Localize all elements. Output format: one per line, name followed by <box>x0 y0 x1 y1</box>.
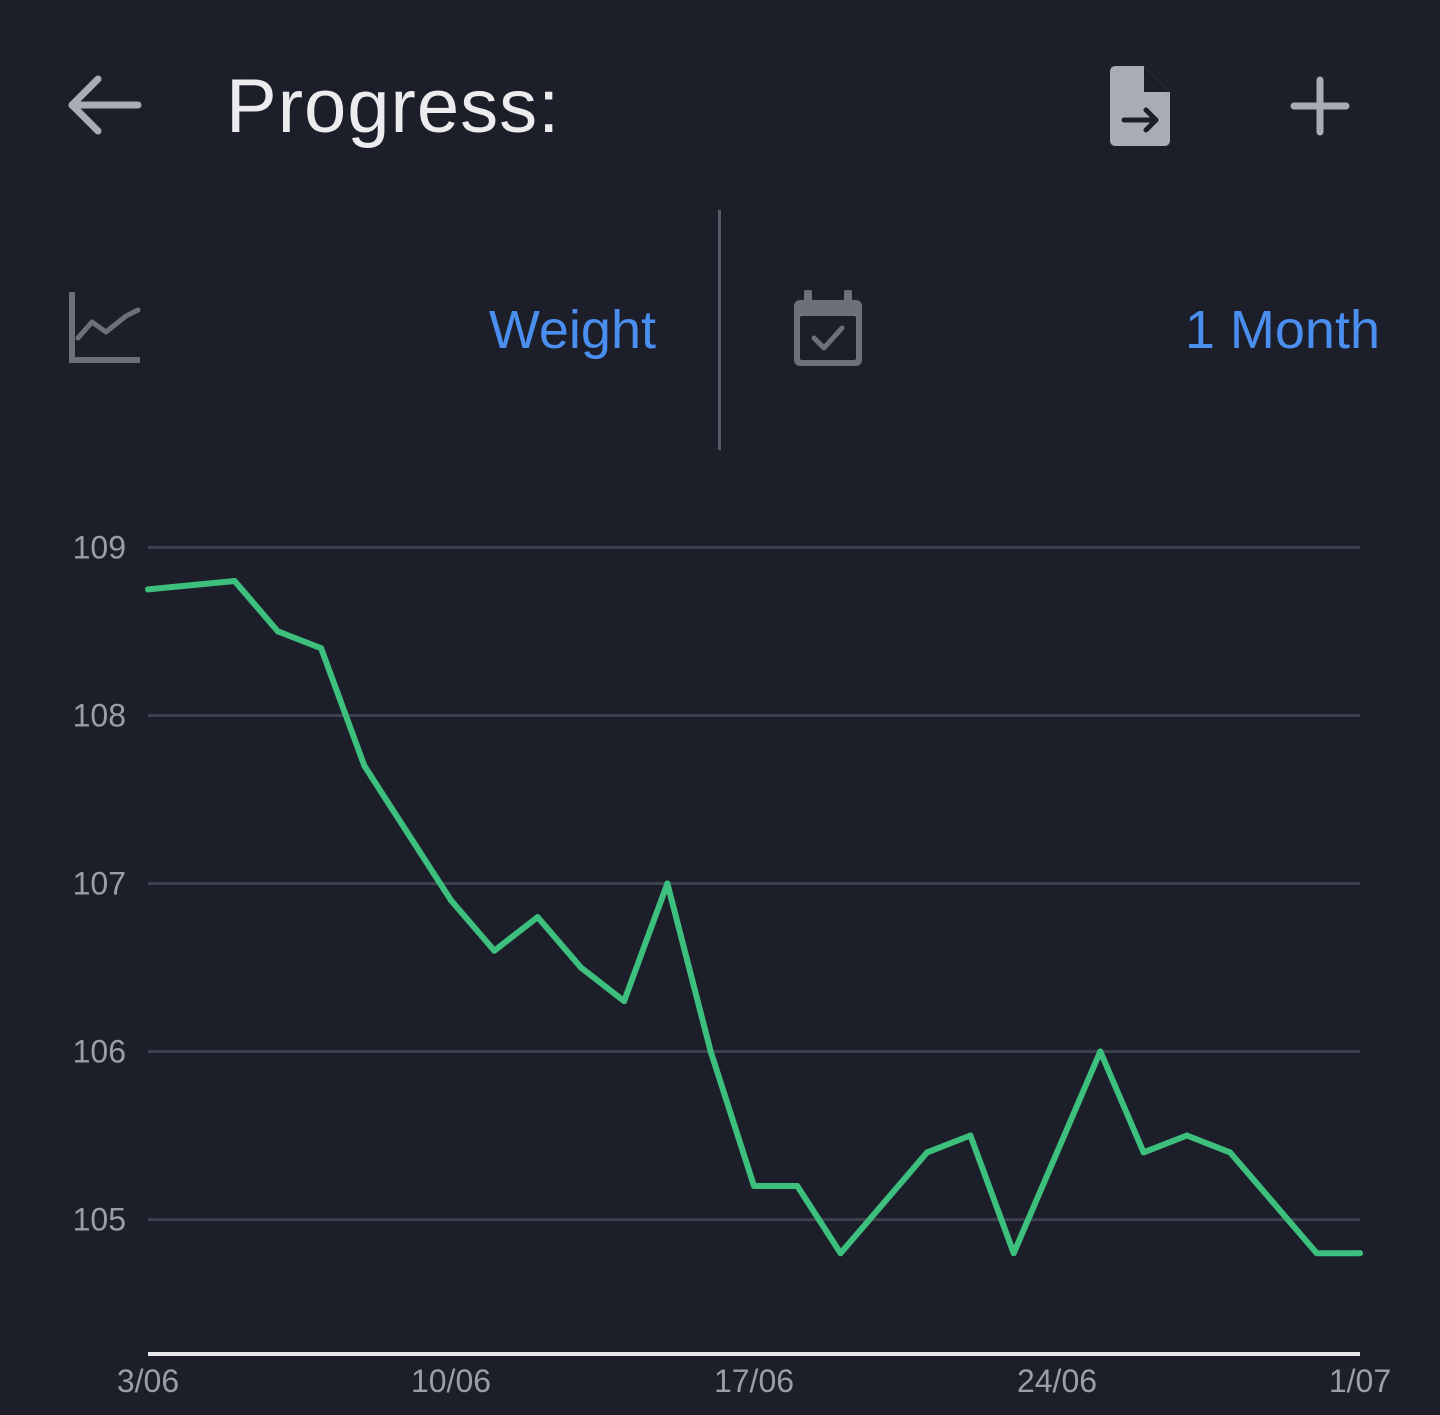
data-point <box>621 998 628 1005</box>
plus-icon <box>1290 76 1350 136</box>
data-point <box>1357 1250 1363 1257</box>
metric-value: Weight <box>488 300 656 360</box>
line-chart-icon <box>69 292 141 363</box>
file-export-icon <box>1110 66 1170 146</box>
data-point <box>274 628 281 635</box>
period-value: 1 Month <box>1184 300 1380 360</box>
data-point <box>1227 1149 1234 1156</box>
y-tick-label: 106 <box>73 1034 126 1070</box>
y-tick-label: 109 <box>73 529 126 565</box>
data-point <box>1140 1149 1147 1156</box>
y-tick-label: 107 <box>73 865 126 901</box>
data-point <box>1097 1048 1104 1055</box>
data-point <box>837 1250 844 1257</box>
x-tick-label: 3/06 <box>117 1363 179 1399</box>
top-app-bar: Progress: <box>0 0 1440 210</box>
page-title: Progress: <box>226 64 561 149</box>
calendar-check-icon <box>794 290 862 366</box>
data-point <box>664 880 671 887</box>
y-axis-labels: 105 106 107 108 109 <box>73 529 126 1237</box>
period-selector[interactable]: 1 Month <box>722 210 1440 450</box>
x-tick-label: 17/06 <box>714 1363 794 1399</box>
data-point <box>1313 1250 1320 1257</box>
data-point <box>448 897 454 904</box>
data-point <box>880 1199 887 1206</box>
series-line <box>145 578 1363 1257</box>
data-point <box>751 1182 757 1189</box>
y-tick-label: 105 <box>73 1202 126 1238</box>
data-point <box>1183 1132 1190 1139</box>
data-point <box>491 947 498 954</box>
data-point <box>924 1149 931 1156</box>
data-point <box>967 1132 974 1139</box>
data-point <box>361 762 368 769</box>
data-point <box>577 964 584 971</box>
data-point <box>1270 1199 1277 1206</box>
series-weight <box>145 578 1363 1257</box>
data-point <box>145 586 151 593</box>
x-tick-label: 1/07 <box>1329 1363 1391 1399</box>
back-button[interactable] <box>60 65 150 145</box>
y-tick-label: 108 <box>73 697 126 733</box>
grid-lines <box>148 545 1360 1222</box>
arrow-left-icon <box>68 75 142 135</box>
x-tick-label: 10/06 <box>411 1363 491 1399</box>
add-entry-button[interactable] <box>1278 66 1362 150</box>
data-point <box>1010 1250 1017 1257</box>
selector-divider <box>718 210 721 450</box>
data-point <box>318 645 325 652</box>
data-point <box>534 914 541 921</box>
data-point <box>404 830 411 837</box>
data-point <box>1054 1149 1060 1156</box>
x-tick-label: 24/06 <box>1017 1363 1097 1399</box>
data-point <box>794 1182 801 1189</box>
x-axis-labels: 3/06 10/06 17/06 24/06 1/07 <box>117 1363 1391 1399</box>
chart-selectors: Weight 1 Month <box>0 210 1440 450</box>
metric-selector[interactable]: Weight <box>0 210 718 450</box>
data-point <box>231 578 238 585</box>
data-point <box>707 1048 714 1055</box>
export-button[interactable] <box>1098 60 1182 152</box>
